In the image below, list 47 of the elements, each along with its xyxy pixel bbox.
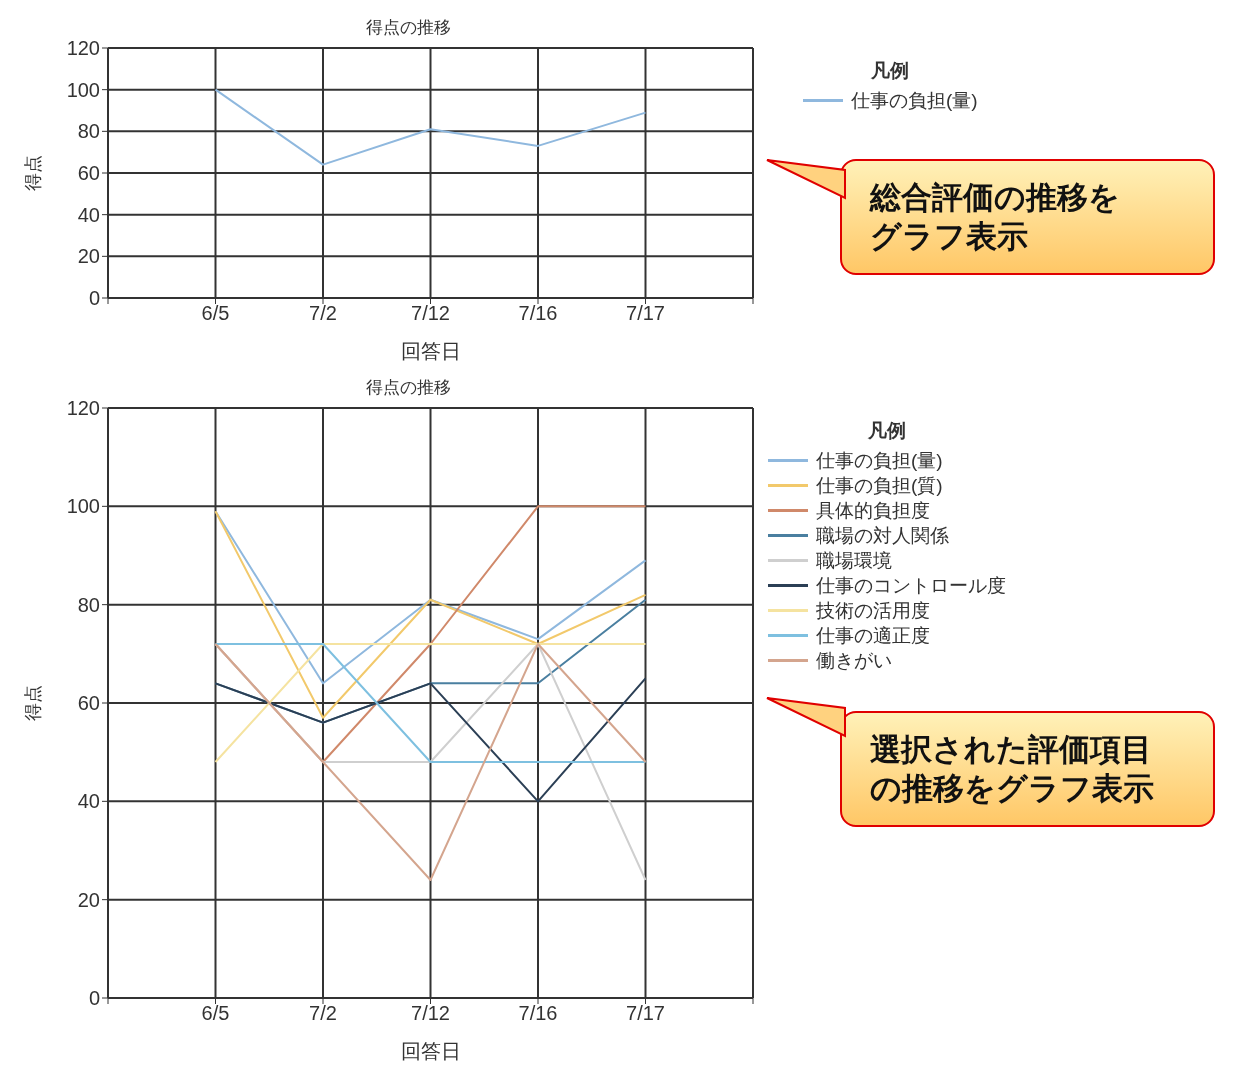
y-tick-label: 20 [77, 888, 100, 911]
legend-label: 仕事の負担(量) [816, 448, 943, 473]
x-tick-label: 6/5 [201, 302, 230, 325]
legend-label: 仕事の負担(量) [851, 88, 978, 113]
legend-label: 仕事のコントロール度 [816, 573, 1006, 598]
text: 選択された評価項目の推移をグラフ表示 [870, 731, 1155, 808]
y-tick-label: 0 [88, 987, 100, 1010]
y-tick-label: 120 [66, 37, 100, 60]
y-tick-label: 20 [77, 245, 100, 268]
chart-title: 得点の推移 [364, 377, 452, 399]
y-axis-title: 得点 [23, 155, 44, 191]
line-series [214, 510, 647, 719]
x-tick-label: 7/12 [411, 1002, 450, 1025]
y-tick-label: 60 [77, 162, 100, 185]
y-axis-title: 得点 [23, 685, 44, 721]
y-tick-label: 120 [66, 397, 100, 420]
y-tick-label: 40 [77, 790, 100, 813]
x-axis-title: 回答日 [400, 1040, 461, 1062]
y-tick-label: 0 [88, 287, 100, 310]
x-tick-label: 7/16 [518, 1002, 558, 1025]
legend-label: 職場環境 [816, 548, 892, 573]
legend-label: 技術の活用度 [816, 598, 930, 623]
x-axis-title: 回答日 [400, 340, 461, 362]
y-tick-label: 40 [77, 203, 100, 226]
legend-label: 仕事の適正度 [816, 623, 930, 648]
x-tick-label: 7/2 [309, 302, 337, 325]
x-tick-label: 6/5 [201, 1002, 230, 1025]
legend-label: 働きがい [816, 648, 892, 673]
chart-title: 得点の推移 [364, 17, 452, 39]
x-tick-label: 7/17 [626, 1002, 665, 1025]
legend-label: 仕事の負担(質) [816, 473, 943, 498]
legend-title: 凡例 [867, 419, 907, 443]
x-tick-label: 7/12 [411, 302, 450, 325]
y-tick-label: 80 [77, 120, 100, 143]
y-tick-label: 100 [66, 78, 100, 101]
y-tick-label: 100 [66, 495, 100, 518]
line-series [214, 88, 647, 166]
y-tick-label: 80 [77, 593, 100, 616]
text: 総合評価の推移をグラフ表示 [870, 179, 1121, 256]
x-tick-label: 7/17 [626, 302, 665, 325]
x-tick-label: 7/16 [518, 302, 558, 325]
line-series [214, 677, 647, 803]
legend-label: 職場の対人関係 [816, 523, 949, 548]
legend-label: 具体的負担度 [816, 498, 930, 523]
legend-title: 凡例 [870, 59, 911, 83]
x-tick-label: 7/2 [309, 1002, 337, 1025]
y-tick-label: 60 [77, 692, 100, 715]
